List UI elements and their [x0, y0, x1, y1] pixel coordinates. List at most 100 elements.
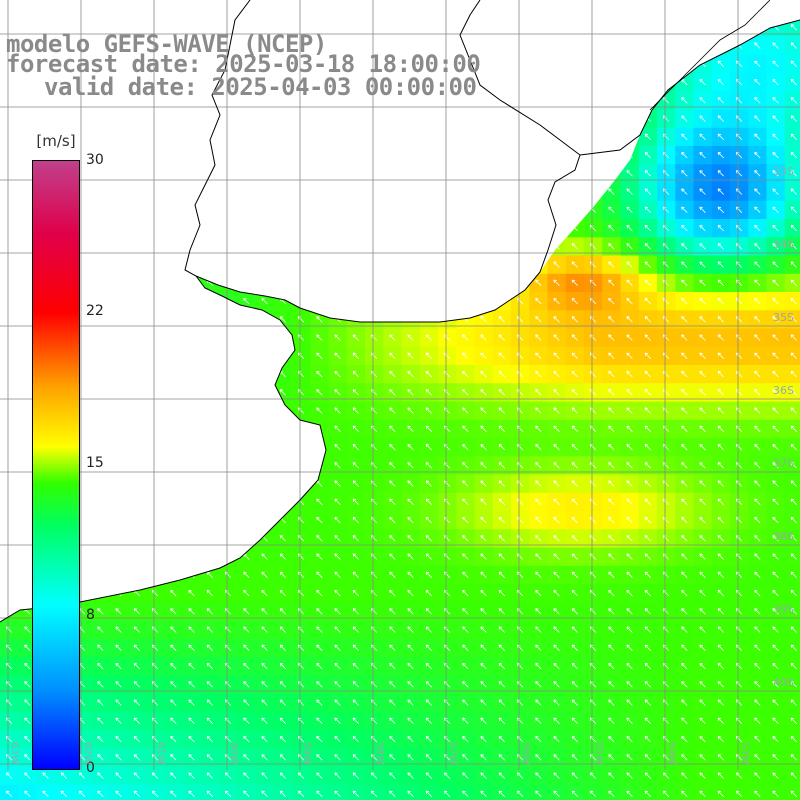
wind-arrow — [97, 699, 104, 706]
wind-arrow — [662, 772, 670, 779]
wind-arrow — [535, 334, 542, 341]
wind-arrow — [790, 170, 797, 177]
wind-arrow — [553, 279, 560, 286]
wind-arrow — [681, 681, 688, 688]
wind-arrow — [480, 352, 487, 359]
wind-arrow — [443, 133, 451, 140]
wind-cell — [273, 200, 293, 220]
lon-label: 56W — [520, 742, 531, 765]
wind-cell — [784, 91, 800, 111]
wind-arrow — [717, 608, 724, 615]
wind-arrow — [790, 717, 797, 724]
wind-arrow — [480, 389, 487, 396]
wind-arrow — [717, 188, 724, 195]
wind-arrow — [352, 735, 359, 743]
wind-arrow — [717, 206, 724, 213]
wind-arrow — [681, 407, 688, 414]
wind-cell — [0, 273, 19, 293]
wind-arrow — [462, 425, 469, 432]
wind-arrow — [188, 443, 195, 451]
wind-cell — [565, 182, 585, 202]
wind-arrow — [462, 735, 469, 743]
wind-arrow — [553, 78, 560, 86]
wind-arrow — [772, 42, 779, 49]
wind-arrow — [553, 480, 560, 487]
wind-cell — [365, 219, 384, 238]
wind-arrow — [516, 170, 524, 177]
wind-cell — [0, 419, 19, 439]
wind-arrow — [626, 279, 633, 286]
wind-arrow — [133, 334, 140, 341]
wind-cell — [420, 0, 439, 19]
wind-arrow — [79, 6, 85, 12]
wind-cell — [91, 492, 111, 512]
wind-cell — [109, 784, 129, 800]
wind-cell — [456, 255, 476, 275]
wind-arrow — [754, 334, 761, 341]
wind-arrow — [188, 170, 195, 177]
wind-cell — [584, 146, 603, 165]
wind-arrow — [498, 498, 505, 505]
wind-cell — [182, 346, 202, 366]
wind-arrow — [516, 115, 524, 122]
wind-arrow — [699, 170, 706, 177]
wind-cell — [146, 273, 165, 293]
wind-cell — [529, 0, 548, 19]
wind-arrow — [243, 717, 250, 724]
wind-cell — [310, 255, 330, 275]
wind-arrow — [224, 772, 232, 779]
wind-arrow — [681, 662, 688, 670]
wind-arrow — [571, 681, 578, 688]
wind-arrow — [408, 6, 414, 12]
wind-arrow — [78, 188, 86, 195]
wind-arrow — [553, 516, 560, 524]
wind-arrow — [133, 206, 140, 213]
wind-arrow — [243, 352, 250, 359]
wind-cell — [784, 328, 800, 348]
wind-arrow — [188, 626, 195, 633]
wind-cell — [584, 784, 603, 800]
colorbar-tick-0: 0 — [86, 760, 95, 776]
wind-arrow — [243, 316, 250, 323]
wind-arrow — [498, 681, 505, 688]
wind-arrow — [78, 261, 86, 268]
wind-arrow — [480, 334, 487, 341]
wind-cell — [200, 146, 220, 165]
wind-arrow — [717, 42, 724, 49]
wind-arrow — [480, 498, 487, 505]
wind-arrow — [681, 535, 688, 542]
wind-arrow — [115, 498, 122, 505]
wind-arrow — [772, 206, 779, 213]
wind-cell — [492, 73, 512, 92]
wind-arrow — [571, 425, 578, 432]
wind-arrow — [133, 407, 140, 414]
wind-arrow — [389, 480, 396, 487]
wind-arrow — [717, 115, 724, 122]
wind-arrow — [772, 535, 779, 542]
wind-cell — [109, 474, 129, 494]
wind-arrow — [681, 717, 688, 724]
wind-cell — [237, 127, 257, 147]
wind-cell — [292, 0, 311, 19]
wind-arrow — [462, 133, 469, 140]
wind-arrow — [462, 206, 469, 213]
wind-cell — [456, 784, 476, 800]
wind-arrow — [5, 97, 13, 104]
wind-arrow — [699, 644, 706, 651]
wind-arrow — [480, 60, 487, 67]
wind-arrow — [316, 334, 323, 341]
wind-arrow — [754, 243, 761, 250]
wind-arrow — [24, 772, 31, 779]
wind-arrow — [498, 78, 505, 86]
wind-arrow — [462, 772, 469, 779]
wind-arrow — [681, 553, 688, 560]
wind-cell — [273, 273, 293, 293]
wind-cell — [127, 492, 147, 512]
wind-arrow — [42, 151, 49, 159]
wind-arrow — [334, 735, 341, 743]
wind-arrow — [498, 352, 505, 359]
wind-arrow — [352, 699, 359, 706]
wind-cell — [602, 146, 622, 165]
wind-arrow — [480, 188, 487, 195]
wind-arrow — [608, 206, 615, 213]
